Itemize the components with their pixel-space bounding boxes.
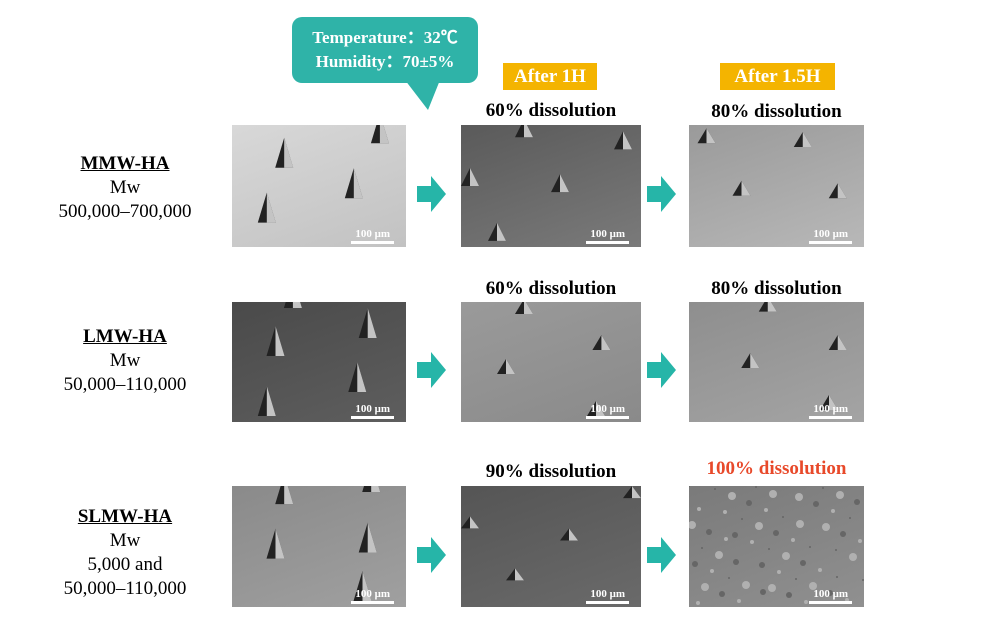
arrow xyxy=(417,352,446,388)
microneedles xyxy=(461,486,641,581)
microneedles xyxy=(497,302,611,416)
mw-value: 50,000–110,000 xyxy=(63,578,187,599)
callout-line: Humidity：70±5% xyxy=(315,52,455,71)
scale-bar: 100 μm xyxy=(586,403,629,419)
dissolution-caption: 100% dissolution xyxy=(706,458,847,479)
microneedles xyxy=(741,302,847,410)
dissolution-caption: 60% dissolution xyxy=(485,278,617,299)
scale-bar: 100 μm xyxy=(809,588,852,604)
scale-bar: 100 μm xyxy=(586,228,629,244)
row-label: SLMW-HA Mw 5,000 and 50,000–110,000 xyxy=(30,505,220,601)
microneedles xyxy=(257,302,377,416)
microneedles xyxy=(689,486,864,605)
callout-line: Temperature：32℃ xyxy=(312,28,458,47)
scale-bar: 100 μm xyxy=(586,588,629,604)
microneedles xyxy=(266,486,381,601)
dissolution-caption: 90% dissolution xyxy=(485,461,617,482)
mw-value: 500,000–700,000 xyxy=(58,201,192,222)
arrow xyxy=(417,536,446,573)
sem-image: 100 μm xyxy=(689,302,864,422)
microneedles xyxy=(697,128,847,199)
sem-image: 100 μm xyxy=(232,125,406,247)
microneedles xyxy=(461,125,632,241)
dissolution-caption: 60% dissolution xyxy=(485,100,617,121)
arrow xyxy=(647,536,676,573)
mw-label: Mw xyxy=(109,350,141,371)
time-header: After 1H xyxy=(503,63,597,90)
sample-name: MMW-HA xyxy=(80,153,170,174)
sem-image: 100 μm xyxy=(461,125,641,247)
dissolution-caption: 80% dissolution xyxy=(711,278,842,299)
sem-image: 100 μm xyxy=(232,486,406,607)
microneedles xyxy=(257,125,389,223)
arrow xyxy=(647,352,676,388)
time-header: After 1.5H xyxy=(720,63,835,90)
arrow xyxy=(647,176,676,212)
condition-callout: Temperature：32℃ Humidity：70±5% xyxy=(292,17,478,83)
row-label: MMW-HA Mw 500,000–700,000 xyxy=(30,152,220,224)
mw-value: 5,000 and xyxy=(87,554,163,575)
sem-image: 100 μm xyxy=(461,486,641,607)
mw-label: Mw xyxy=(109,177,141,198)
sample-name: LMW-HA xyxy=(83,326,167,347)
sem-image: 100 μm xyxy=(461,302,641,422)
sem-image: 100 μm xyxy=(689,486,864,607)
mw-value: 50,000–110,000 xyxy=(63,374,187,395)
sem-image: 100 μm xyxy=(232,302,406,422)
scale-bar: 100 μm xyxy=(809,228,852,244)
arrow xyxy=(417,176,446,212)
sem-image: 100 μm xyxy=(689,125,864,247)
scale-bar: 100 μm xyxy=(809,403,852,419)
scale-bar: 100 μm xyxy=(351,588,394,604)
dissolution-caption: 80% dissolution xyxy=(711,101,842,122)
scale-bar: 100 μm xyxy=(351,403,394,419)
scale-bar: 100 μm xyxy=(351,228,394,244)
sample-name: SLMW-HA xyxy=(77,506,173,527)
row-label: LMW-HA Mw 50,000–110,000 xyxy=(30,325,220,397)
mw-label: Mw xyxy=(109,530,141,551)
